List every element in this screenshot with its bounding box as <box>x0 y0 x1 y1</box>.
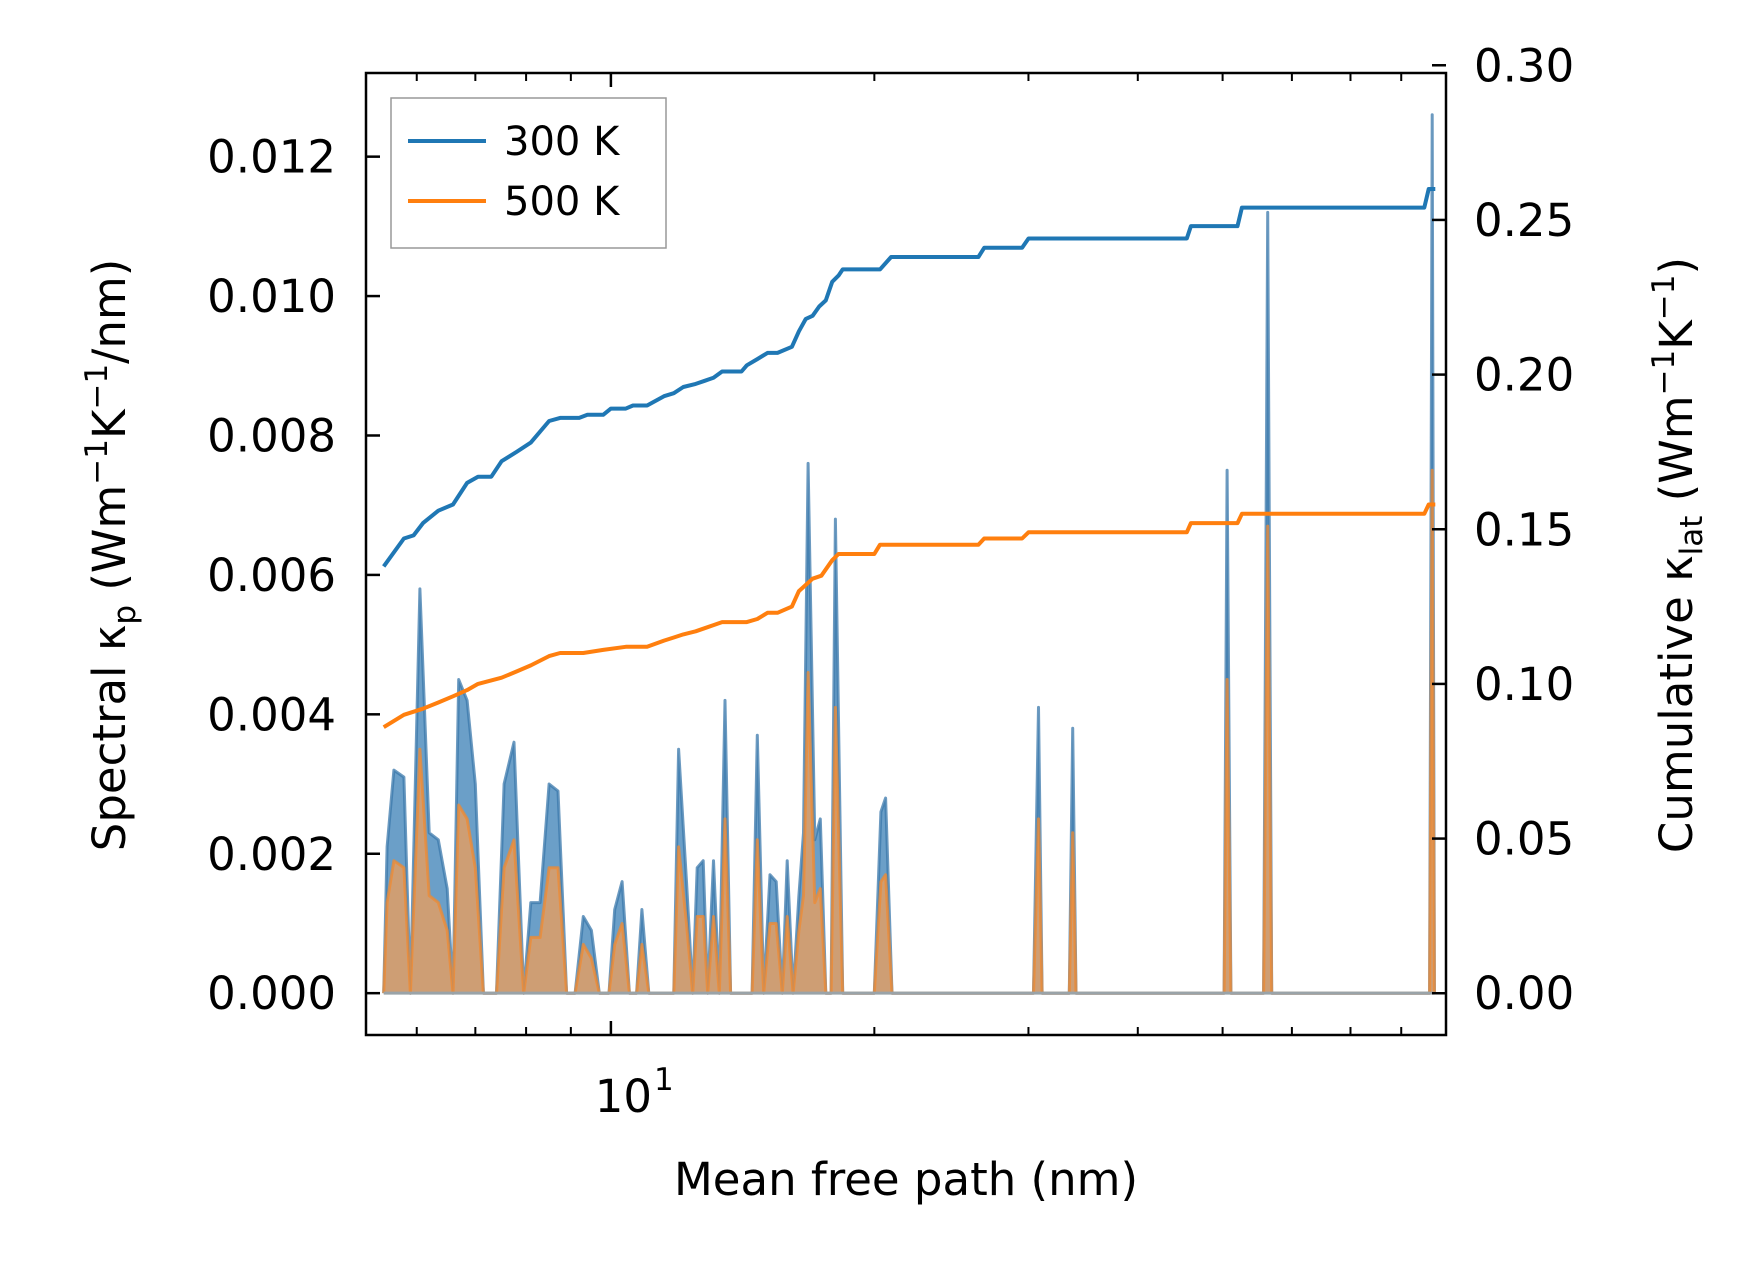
left-y-tick-label-0.004: 0.004 <box>207 688 336 741</box>
right-y-axis-label: Cumulative κlat (Wm−1K−1) <box>1646 257 1710 853</box>
x-axis <box>415 73 1447 1035</box>
cumulative-line-300k <box>382 187 1436 568</box>
x-axis-label: Mean free path (nm) <box>674 1153 1138 1206</box>
plot-frame <box>364 71 1448 1037</box>
right-y-tick-label-0.00: 0.00 <box>1474 967 1574 1020</box>
cumulative-line-500k <box>382 502 1436 729</box>
left-y-axis: 0.000 0.002 0.004 0.006 0.008 0.010 0.012 <box>207 131 380 1020</box>
plot-area <box>382 113 1436 995</box>
left-y-tick-label-0.010: 0.010 <box>207 270 336 323</box>
left-y-tick-label-0.012: 0.012 <box>207 131 336 184</box>
legend-label-300k: 300 K <box>504 119 621 165</box>
right-y-tick-label-0.15: 0.15 <box>1474 503 1574 556</box>
right-y-tick-label-0.05: 0.05 <box>1474 813 1574 866</box>
right-y-axis: 0.00 0.05 0.10 0.15 0.20 0.25 0.30 <box>1432 39 1574 1020</box>
right-y-tick-label-0.20: 0.20 <box>1474 349 1574 402</box>
left-y-tick-label-0.006: 0.006 <box>207 549 336 602</box>
legend: 300 K 500 K <box>390 97 667 249</box>
left-y-tick-label-0.008: 0.008 <box>207 409 336 462</box>
right-y-tick-label-0.10: 0.10 <box>1474 658 1574 711</box>
x-tick-base: 10 <box>595 1070 652 1123</box>
x-tick-label-exp: 1 <box>654 1062 674 1098</box>
legend-label-500k: 500 K <box>504 179 621 225</box>
left-y-axis-label: Spectral κp (Wm−1K−1/nm) <box>79 259 143 852</box>
left-y-tick-label-0.000: 0.000 <box>207 967 336 1020</box>
right-y-tick-label-0.25: 0.25 <box>1474 194 1574 247</box>
right-y-tick-label-0.30: 0.30 <box>1474 39 1574 92</box>
x-tick-label-10: 10 <box>595 1070 652 1123</box>
legend-box <box>390 97 667 249</box>
left-y-tick-label-0.002: 0.002 <box>207 828 336 881</box>
